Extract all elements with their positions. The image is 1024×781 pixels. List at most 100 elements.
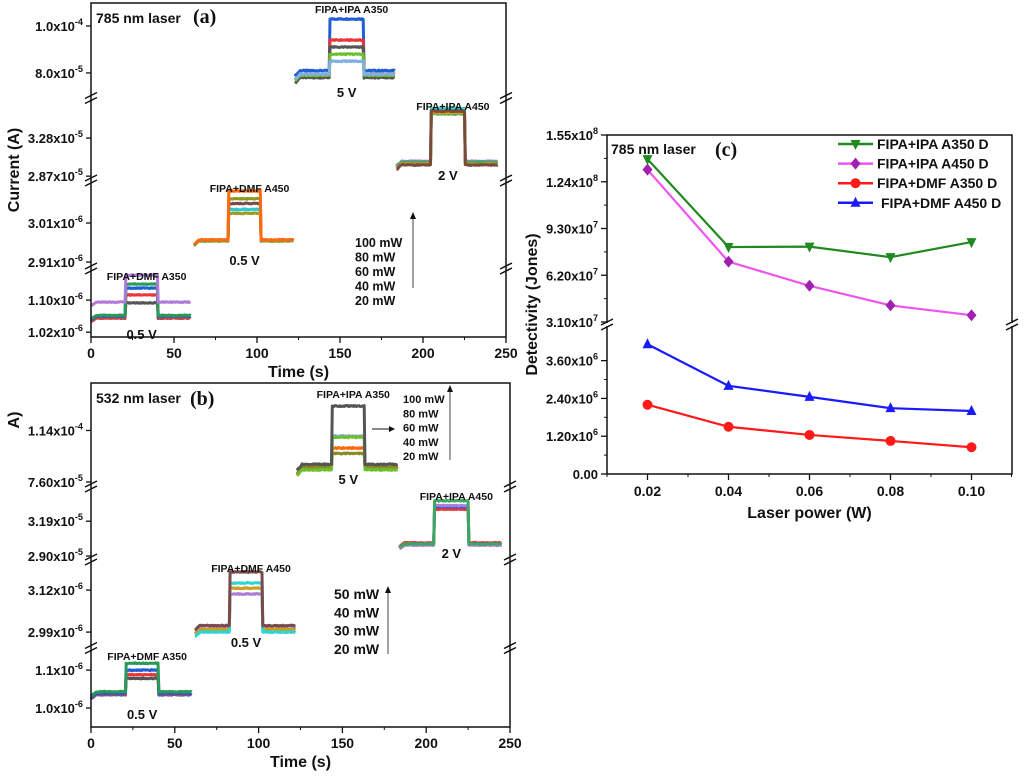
axis-gap bbox=[599, 323, 1020, 326]
segment-label: FIPA+DMF A350 bbox=[107, 651, 187, 663]
axis-break-mark bbox=[499, 174, 513, 187]
x-axis-label: Time (s) bbox=[270, 754, 331, 771]
data-point bbox=[966, 405, 977, 416]
tick-exponent: -4 bbox=[75, 17, 84, 27]
tick-exponent: 6 bbox=[593, 389, 598, 399]
power-legend-item: 40 mW bbox=[334, 604, 380, 620]
panel-label: (a) bbox=[193, 6, 216, 28]
x-tick-label: 0.02 bbox=[634, 483, 661, 499]
data-point bbox=[642, 163, 653, 176]
tick-mantissa: 3.10x10 bbox=[546, 315, 593, 330]
y-axis-label: Detectivity (Jones) bbox=[524, 233, 541, 375]
tick-mantissa: 1.24x10 bbox=[546, 175, 593, 190]
y-tick-label: 9.30x107 bbox=[546, 220, 598, 237]
legend-label: FIPA+IPA A450 D bbox=[877, 156, 989, 172]
legend-item: FIPA+DMF A350 D bbox=[838, 175, 997, 191]
series-2 bbox=[642, 399, 977, 453]
segment-label: FIPA+IPA A350 bbox=[317, 389, 390, 401]
x-tick-label: 0.06 bbox=[796, 483, 823, 499]
photocurrent-trace bbox=[395, 109, 499, 167]
y-tick-label: 3.19x10-5 bbox=[28, 512, 83, 529]
axis-break-mark bbox=[503, 641, 517, 655]
photocurrent-trace bbox=[194, 581, 297, 638]
y-axis-label: Current (A) bbox=[6, 128, 23, 212]
y-tick-label: 1.1x10-6 bbox=[35, 661, 83, 678]
axis-break-mark bbox=[1005, 318, 1019, 331]
tick-exponent: -4 bbox=[75, 421, 84, 431]
tick-mantissa: 1.14x10 bbox=[28, 423, 75, 438]
y-tick-label: 1.0x10-6 bbox=[35, 699, 83, 716]
data-point bbox=[804, 429, 815, 440]
tick-mantissa: 3.19x10 bbox=[28, 514, 75, 529]
photocurrent-trace bbox=[293, 59, 396, 81]
y-tick-label: 1.02x10-6 bbox=[28, 323, 83, 340]
panel-c: 0.02 0.04 0.06 0.08 0.10 Laser power (W) Detec… bbox=[524, 134, 1020, 522]
power-legend-item: 20 mW bbox=[403, 451, 439, 463]
tick-mantissa: 2.99x10 bbox=[28, 625, 75, 640]
photocurrent-trace bbox=[398, 498, 503, 549]
x-tick-label: 100 bbox=[247, 735, 271, 751]
power-legend-item: 60 mW bbox=[403, 423, 439, 435]
photocurrent-trace bbox=[295, 404, 399, 472]
panel-b: FIPA+IPA A350 5 V FIPA+IPA A450 2 V FIPA+DMF… bbox=[6, 382, 522, 771]
data-point bbox=[804, 390, 815, 401]
data-point bbox=[642, 399, 653, 410]
axis-break-mark bbox=[84, 553, 98, 566]
x-tick-label: 0.04 bbox=[715, 483, 742, 499]
power-legend-item: 80 mW bbox=[355, 251, 395, 265]
x-tick-label: 0 bbox=[87, 345, 95, 361]
data-point bbox=[966, 442, 977, 453]
power-legend-item: 40 mW bbox=[403, 437, 439, 449]
photocurrent-trace bbox=[89, 282, 192, 321]
arrow-head-icon bbox=[447, 385, 453, 392]
power-legend-item: 40 mW bbox=[355, 280, 395, 294]
bias-label: 0.5 V bbox=[126, 327, 157, 342]
y-tick-label: 3.10x107 bbox=[546, 313, 598, 330]
laser-label: 785 nm laser bbox=[611, 141, 696, 157]
tick-mantissa: 3.01x10 bbox=[28, 216, 75, 231]
arrow-head-icon bbox=[385, 586, 391, 593]
x-axis-label: Laser power (W) bbox=[747, 505, 871, 522]
y-tick-label: 1.0x10-4 bbox=[35, 17, 84, 34]
photocurrent-trace bbox=[395, 112, 499, 168]
tick-mantissa: 8.0x10 bbox=[35, 66, 75, 81]
legend-item: FIPA+DMF A450 D bbox=[838, 195, 1001, 211]
data-point bbox=[850, 157, 861, 170]
segment-label: FIPA+IPA A450 bbox=[420, 491, 493, 503]
x-tick-label: 100 bbox=[245, 345, 269, 361]
photocurrent-trace bbox=[294, 52, 396, 82]
power-legend-item: 20 mW bbox=[334, 641, 380, 657]
tick-exponent: -6 bbox=[75, 623, 83, 633]
y-tick-label: 3.12x10-6 bbox=[28, 581, 83, 598]
series-line bbox=[646, 168, 972, 317]
x-tick-label: 200 bbox=[411, 345, 435, 361]
series-3 bbox=[642, 338, 977, 416]
legend-label: FIPA+IPA A350 D bbox=[877, 136, 989, 152]
y-axis-label: A) bbox=[6, 412, 23, 429]
axis-break-mark bbox=[84, 641, 98, 655]
bias-label: 0.5 V bbox=[231, 635, 262, 650]
data-point bbox=[966, 238, 977, 249]
tick-mantissa: 1.20x10 bbox=[546, 429, 593, 444]
series-1 bbox=[642, 163, 977, 322]
y-tick-label: 1.24x108 bbox=[546, 173, 598, 190]
y-tick-label: 2.91x10-6 bbox=[28, 253, 83, 270]
tick-exponent: -6 bbox=[75, 253, 83, 263]
tick-exponent: 8 bbox=[593, 173, 598, 183]
bias-label: 0.5 V bbox=[127, 707, 158, 722]
tick-exponent: 6 bbox=[593, 427, 598, 437]
data-point bbox=[885, 402, 896, 413]
power-legend-item: 100 mW bbox=[355, 236, 402, 250]
photocurrent-trace bbox=[295, 451, 399, 475]
data-point bbox=[966, 309, 977, 322]
photocurrent-trace bbox=[293, 17, 396, 77]
tick-mantissa: 1.55x10 bbox=[546, 128, 593, 143]
tick-exponent: -5 bbox=[75, 64, 83, 74]
photocurrent-trace bbox=[395, 109, 499, 171]
data-point bbox=[885, 253, 896, 264]
axis-break-mark bbox=[84, 262, 98, 275]
data-point bbox=[804, 242, 815, 253]
series-line bbox=[647, 403, 972, 449]
axis-break-mark bbox=[84, 174, 98, 187]
